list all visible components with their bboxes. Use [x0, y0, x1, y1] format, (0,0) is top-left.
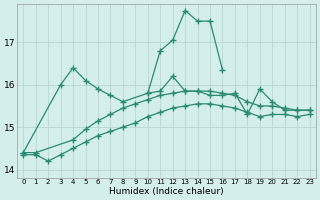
X-axis label: Humidex (Indice chaleur): Humidex (Indice chaleur) — [109, 187, 224, 196]
